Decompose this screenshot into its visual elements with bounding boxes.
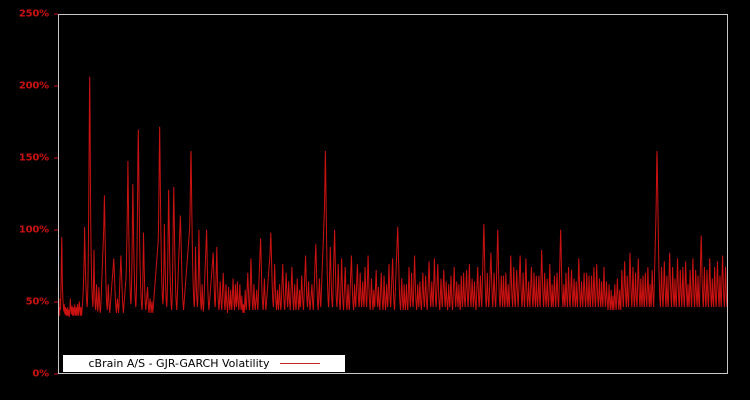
legend-label: cBrain A/S - GJR-GARCH Volatility bbox=[88, 357, 270, 370]
y-tick-mark bbox=[54, 229, 58, 231]
y-tick-mark bbox=[54, 85, 58, 87]
y-tick-label: 150% bbox=[18, 152, 49, 164]
volatility-series bbox=[59, 15, 727, 373]
y-tick-mark bbox=[54, 13, 58, 15]
y-tick-mark bbox=[54, 157, 58, 159]
y-tick-label: 0% bbox=[32, 368, 49, 380]
y-tick-label: 100% bbox=[18, 224, 49, 236]
legend-line-sample bbox=[279, 363, 320, 364]
y-tick-mark bbox=[54, 373, 58, 375]
y-tick-label: 250% bbox=[18, 8, 49, 20]
y-tick-mark bbox=[54, 301, 58, 303]
y-tick-label: 50% bbox=[25, 296, 50, 308]
chart-legend[interactable]: cBrain A/S - GJR-GARCH Volatility bbox=[63, 355, 345, 372]
y-axis: 0% 50% 100% 150% 200% 250% bbox=[0, 0, 58, 400]
plot-area bbox=[58, 14, 728, 374]
y-tick-label: 200% bbox=[18, 80, 49, 92]
